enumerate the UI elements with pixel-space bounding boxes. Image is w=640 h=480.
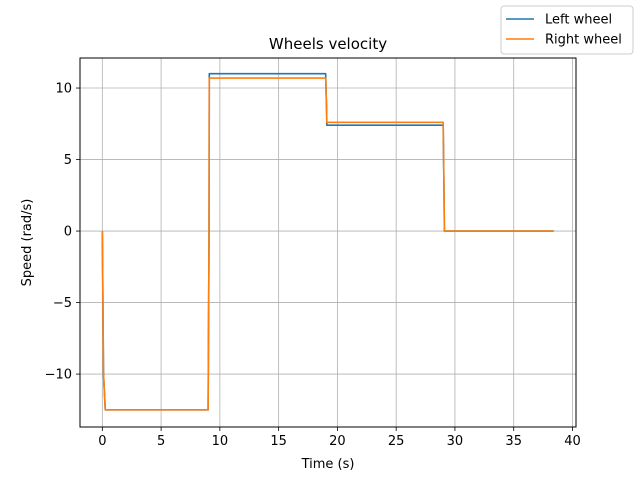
grid: [80, 58, 576, 427]
y-axis-label: Speed (rad/s): [20, 199, 35, 287]
y-tick-label: 0: [64, 225, 72, 240]
x-tick-label: 25: [388, 434, 405, 449]
series-line-left-wheel: [101, 72, 554, 411]
y-tick-label: −10: [45, 368, 72, 383]
ticks: 0 5 10 15 20 25 30 35 40 −10 −5 0 5 10: [45, 82, 581, 449]
series-lines: [101, 72, 554, 411]
chart-title: Wheels velocity: [269, 35, 387, 53]
series-line-right-wheel: [101, 77, 554, 411]
x-tick-label: 40: [564, 434, 581, 449]
legend: Left wheel Right wheel: [500, 5, 634, 55]
legend-label-right-wheel: Right wheel: [545, 33, 622, 48]
x-tick-label: 10: [212, 434, 229, 449]
x-tick-label: 0: [98, 434, 106, 449]
x-axis-label: Time (s): [301, 457, 355, 472]
y-tick-label: −5: [53, 296, 72, 311]
x-tick-label: 20: [329, 434, 346, 449]
x-tick-label: 35: [505, 434, 522, 449]
legend-box: [500, 5, 634, 55]
x-tick-label: 30: [447, 434, 464, 449]
y-tick-label: 10: [55, 82, 72, 97]
x-tick-label: 15: [270, 434, 287, 449]
x-tick-label: 5: [157, 434, 165, 449]
plot-frame: [79, 57, 577, 428]
y-tick-label: 5: [64, 153, 72, 168]
legend-label-left-wheel: Left wheel: [545, 13, 612, 28]
